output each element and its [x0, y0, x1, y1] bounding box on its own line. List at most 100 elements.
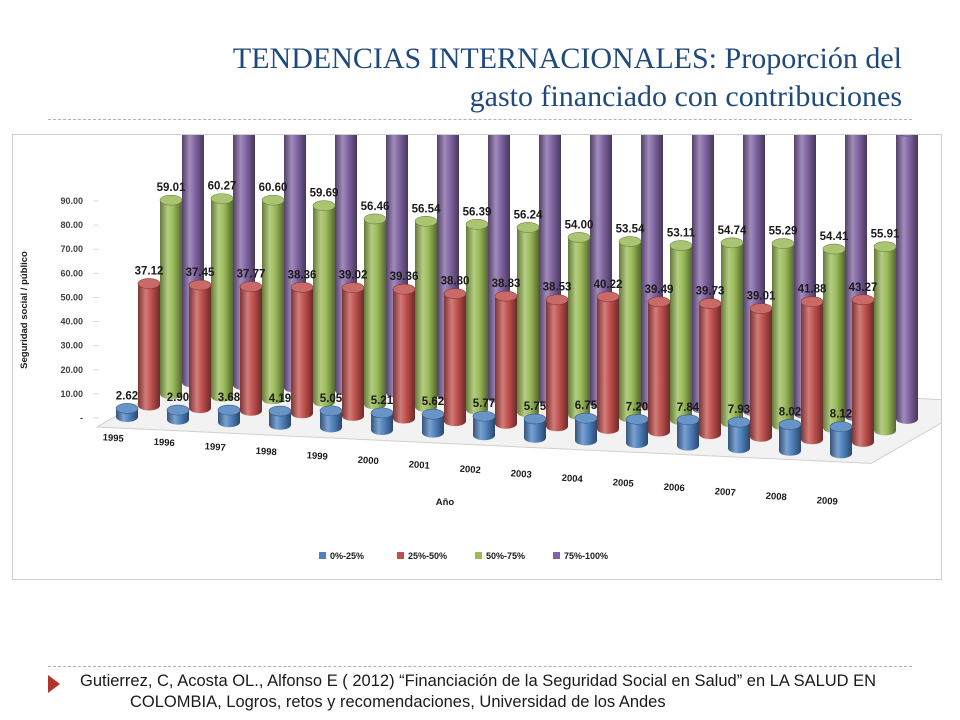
data-label: 60.27 [208, 181, 237, 193]
data-label: 5.05 [320, 393, 343, 405]
bar-50%-75%-1997 [261, 194, 285, 405]
cylinder-body [830, 426, 852, 459]
cylinder-body [189, 285, 211, 414]
cylinder-top [261, 194, 285, 206]
data-label: 5.21 [371, 395, 394, 407]
cylinder-top [421, 408, 445, 420]
data-label: 40.22 [594, 279, 623, 291]
cylinder-top [545, 294, 569, 306]
data-label: 5.77 [473, 398, 495, 410]
bar-50%-75%-2005 [669, 240, 693, 425]
cylinder-top [851, 294, 875, 306]
cylinder-top [800, 296, 824, 308]
y-tick-label: 30.00 [60, 341, 83, 351]
data-label: 38.36 [288, 269, 317, 281]
cylinder-body [721, 242, 743, 428]
cylinder-top [516, 222, 540, 233]
cylinder-body [648, 301, 670, 437]
cylinder-top [268, 405, 292, 417]
data-label: 43.27 [849, 282, 878, 294]
data-label: 39.49 [645, 284, 674, 296]
cylinder-top [443, 288, 467, 299]
data-label: 39.02 [339, 270, 368, 282]
bar-50%-75%-2008 [822, 243, 846, 433]
cylinder-body [779, 424, 801, 456]
y-tick-label: 20.00 [60, 365, 83, 375]
cylinder-top [239, 281, 263, 292]
citation-line-2: COLOMBIA, Logros, retos y recomendacione… [130, 693, 666, 711]
cylinder-body [262, 200, 284, 405]
cylinder-top [392, 283, 416, 295]
cylinder-body [852, 299, 874, 447]
cylinder-top [370, 407, 394, 419]
cylinder-top [494, 290, 518, 302]
data-label: 4.19 [269, 393, 291, 405]
data-label: 55.29 [769, 226, 798, 238]
cylinder-top [414, 215, 438, 227]
bar-50%-75%-2003 [567, 232, 591, 420]
cylinder-top [596, 291, 620, 303]
data-label: 53.11 [667, 228, 696, 240]
data-label: 7.84 [677, 402, 700, 414]
cylinder-body [626, 419, 648, 448]
legend: 0%-25% 25%-50% 50%-75% 75%-100% [319, 551, 608, 561]
data-label: 59.01 [157, 182, 186, 194]
cylinder-body [670, 245, 692, 425]
bar-50%-75%-2000 [414, 215, 438, 412]
legend-label: 0%-25% [330, 551, 364, 561]
bar-25%-50%-2009 [851, 294, 875, 447]
cylinder-body [575, 418, 597, 446]
bar-50%-75%-1995 [159, 194, 183, 399]
bar-50%-75%-1999 [363, 213, 387, 410]
cylinder-top [647, 296, 671, 308]
data-label: 56.39 [463, 206, 492, 218]
bar-0%-25%-2009 [829, 421, 853, 459]
cylinder-body [677, 419, 699, 451]
bar-25%-50%-1995 [137, 278, 161, 411]
bar-0%-25%-1996 [166, 404, 190, 425]
cylinder-body [473, 416, 495, 441]
cylinder-body [138, 283, 160, 411]
y-tick-label: - [80, 413, 83, 423]
bar-25%-50%-2008 [800, 296, 824, 445]
cylinder-body [422, 414, 444, 438]
data-label: 59.69 [310, 188, 339, 200]
slide-title: TENDENCIAS INTERNACIONALES: Proporción d… [60, 40, 902, 116]
cylinder-top [618, 236, 642, 247]
cylinder-body [415, 221, 437, 412]
x-tick-label: 1998 [255, 446, 277, 458]
cylinder-top [210, 193, 234, 204]
cylinder-body [546, 299, 568, 432]
cylinder-top [567, 232, 591, 243]
bar-0%-25%-2002 [472, 410, 496, 441]
data-label: 54.41 [820, 231, 849, 243]
cylinder-top [720, 237, 744, 249]
cylinder-top [159, 194, 183, 206]
data-label: 56.46 [361, 201, 390, 213]
cylinder-body [444, 293, 466, 427]
cylinder-top [899, 135, 915, 137]
y-tick-label: 10.00 [60, 389, 83, 399]
bar-0%-25%-1998 [268, 405, 292, 430]
cylinder-top [829, 421, 853, 433]
cylinder-body [896, 135, 918, 424]
data-label: 54.74 [718, 225, 747, 237]
x-tick-label: 2009 [816, 495, 838, 507]
bar-75%-100%-2009 [896, 135, 918, 424]
y-tick-label: 40.00 [60, 317, 83, 327]
x-tick-label: 1996 [153, 437, 175, 449]
data-label: 2.62 [116, 390, 138, 402]
x-tick-label: 2001 [408, 459, 431, 471]
cylinder-top [822, 243, 846, 255]
bar-50%-75%-2001 [465, 219, 489, 415]
data-label: 39.73 [696, 286, 725, 298]
legend-label: 75%-100% [564, 551, 608, 561]
x-tick-label: 2003 [510, 468, 532, 480]
cylinder-body [495, 296, 517, 429]
data-label: 2.90 [167, 392, 189, 404]
cylinder-top [778, 419, 802, 430]
data-label: 8.12 [830, 409, 852, 421]
bar-25%-50%-2002 [494, 290, 518, 429]
cylinder-top [523, 413, 547, 425]
bar-50%-75%-1998 [312, 200, 336, 407]
